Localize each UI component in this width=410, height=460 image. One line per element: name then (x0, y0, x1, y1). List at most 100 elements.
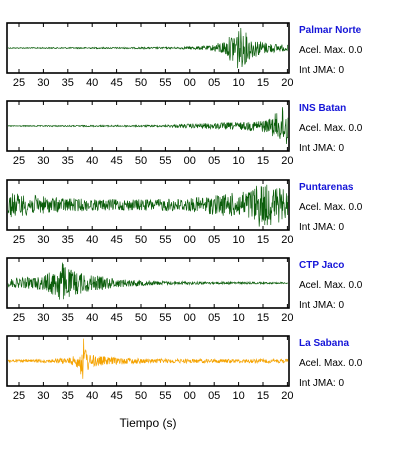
x-tick-label: 50 (135, 234, 147, 246)
acel-max-value: 0.0 (348, 358, 362, 369)
x-tick-label: 05 (208, 155, 220, 167)
x-tick-label: 20 (281, 234, 293, 246)
int-jma-value: 0 (338, 65, 344, 76)
x-tick-label: 25 (13, 312, 25, 324)
acel-max-label: Acel. Max. (299, 280, 348, 291)
station-int-jma: Int JMA: 0 (299, 378, 344, 389)
x-tick-label: 25 (13, 234, 25, 246)
panel-palmar-norte: 25 30 35 40 45 50 55 00 05 10 15 20 Palmar Norte Acel… (6, 22, 363, 89)
x-tick-label: 55 (159, 77, 171, 89)
station-name: La Sabana (299, 338, 349, 349)
acel-max-label: Acel. Max. (299, 123, 348, 134)
x-tick-label: 50 (135, 390, 147, 402)
panel-puntarenas: 25 30 35 40 45 50 55 00 05 10 15 20 Puntarenas Acel. … (6, 179, 363, 246)
x-tick-label: 40 (86, 77, 98, 89)
x-tick-label: 55 (159, 234, 171, 246)
station-int-jma: Int JMA: 0 (299, 222, 344, 233)
x-tick-label: 00 (184, 155, 196, 167)
x-tick-label: 00 (184, 234, 196, 246)
station-acel-max: Acel. Max. 0.0 (299, 358, 363, 369)
station-int-jma: Int JMA: 0 (299, 65, 344, 76)
station-acel-max: Acel. Max. 0.0 (299, 280, 363, 291)
x-tick-label: 10 (232, 390, 244, 402)
x-tick-label: 30 (37, 312, 49, 324)
x-tick-label: 30 (37, 77, 49, 89)
x-tick-label: 50 (135, 312, 147, 324)
x-tick-label: 05 (208, 234, 220, 246)
x-tick-label: 15 (257, 77, 269, 89)
acel-max-label: Acel. Max. (299, 358, 348, 369)
x-tick-label: 35 (62, 155, 74, 167)
waveform-trace (7, 107, 289, 144)
int-jma-label: Int JMA: (299, 222, 338, 233)
x-tick-label: 10 (232, 77, 244, 89)
x-tick-label: 45 (110, 234, 122, 246)
acel-max-value: 0.0 (348, 280, 362, 291)
acel-max-label: Acel. Max. (299, 202, 348, 213)
x-tick-label: 35 (62, 312, 74, 324)
x-tick-label: 05 (208, 312, 220, 324)
station-acel-max: Acel. Max. 0.0 (299, 123, 363, 134)
x-tick-label: 35 (62, 390, 74, 402)
x-tick-label: 05 (208, 77, 220, 89)
x-tick-label: 10 (232, 312, 244, 324)
x-tick-label: 40 (86, 155, 98, 167)
station-name: Puntarenas (299, 182, 354, 193)
x-tick-label: 40 (86, 390, 98, 402)
x-tick-label: 15 (257, 312, 269, 324)
int-jma-value: 0 (338, 222, 344, 233)
x-axis-title: Tiempo (s) (120, 416, 177, 430)
station-int-jma: Int JMA: 0 (299, 300, 344, 311)
acel-max-value: 0.0 (348, 45, 362, 56)
int-jma-value: 0 (338, 378, 344, 389)
x-tick-label: 25 (13, 155, 25, 167)
x-tick-label: 40 (86, 312, 98, 324)
acel-max-label: Acel. Max. (299, 45, 348, 56)
panel-ctp-jaco: 25 30 35 40 45 50 55 00 05 10 15 20 CTP Jaco Acel. Ma… (6, 257, 363, 324)
x-tick-label: 45 (110, 312, 122, 324)
x-tick-label: 45 (110, 77, 122, 89)
int-jma-value: 0 (338, 143, 344, 154)
x-tick-label: 25 (13, 390, 25, 402)
station-name: INS Batan (299, 103, 346, 114)
acel-max-value: 0.0 (348, 123, 362, 134)
x-tick-label: 55 (159, 155, 171, 167)
x-tick-label: 30 (37, 155, 49, 167)
x-tick-label: 10 (232, 234, 244, 246)
x-tick-label: 20 (281, 390, 293, 402)
x-tick-label: 10 (232, 155, 244, 167)
x-tick-label: 20 (281, 77, 293, 89)
x-tick-label: 00 (184, 390, 196, 402)
station-name: Palmar Norte (299, 25, 362, 36)
x-tick-label: 50 (135, 155, 147, 167)
station-name: CTP Jaco (299, 260, 344, 271)
waveform-trace (7, 184, 289, 227)
x-tick-label: 30 (37, 390, 49, 402)
x-tick-label: 45 (110, 155, 122, 167)
x-tick-label: 20 (281, 312, 293, 324)
station-int-jma: Int JMA: 0 (299, 143, 344, 154)
x-tick-label: 30 (37, 234, 49, 246)
panel-ins-batan: 25 30 35 40 45 50 55 00 05 10 15 20 INS Batan Acel. M… (6, 100, 363, 167)
station-acel-max: Acel. Max. 0.0 (299, 202, 363, 213)
int-jma-label: Int JMA: (299, 65, 338, 76)
int-jma-value: 0 (338, 300, 344, 311)
waveform-trace (7, 262, 289, 300)
int-jma-label: Int JMA: (299, 300, 338, 311)
panel-la-sabana: 25 30 35 40 45 50 55 00 05 10 15 20 La Sabana Acel. M… (6, 335, 363, 402)
x-tick-label: 35 (62, 234, 74, 246)
int-jma-label: Int JMA: (299, 378, 338, 389)
x-tick-label: 45 (110, 390, 122, 402)
x-tick-label: 15 (257, 155, 269, 167)
waveform-trace (7, 27, 288, 69)
x-tick-label: 35 (62, 77, 74, 89)
waveform-trace (7, 338, 289, 379)
x-tick-label: 25 (13, 77, 25, 89)
x-tick-label: 00 (184, 312, 196, 324)
x-tick-label: 15 (257, 234, 269, 246)
x-tick-label: 05 (208, 390, 220, 402)
x-tick-label: 20 (281, 155, 293, 167)
x-tick-label: 50 (135, 77, 147, 89)
